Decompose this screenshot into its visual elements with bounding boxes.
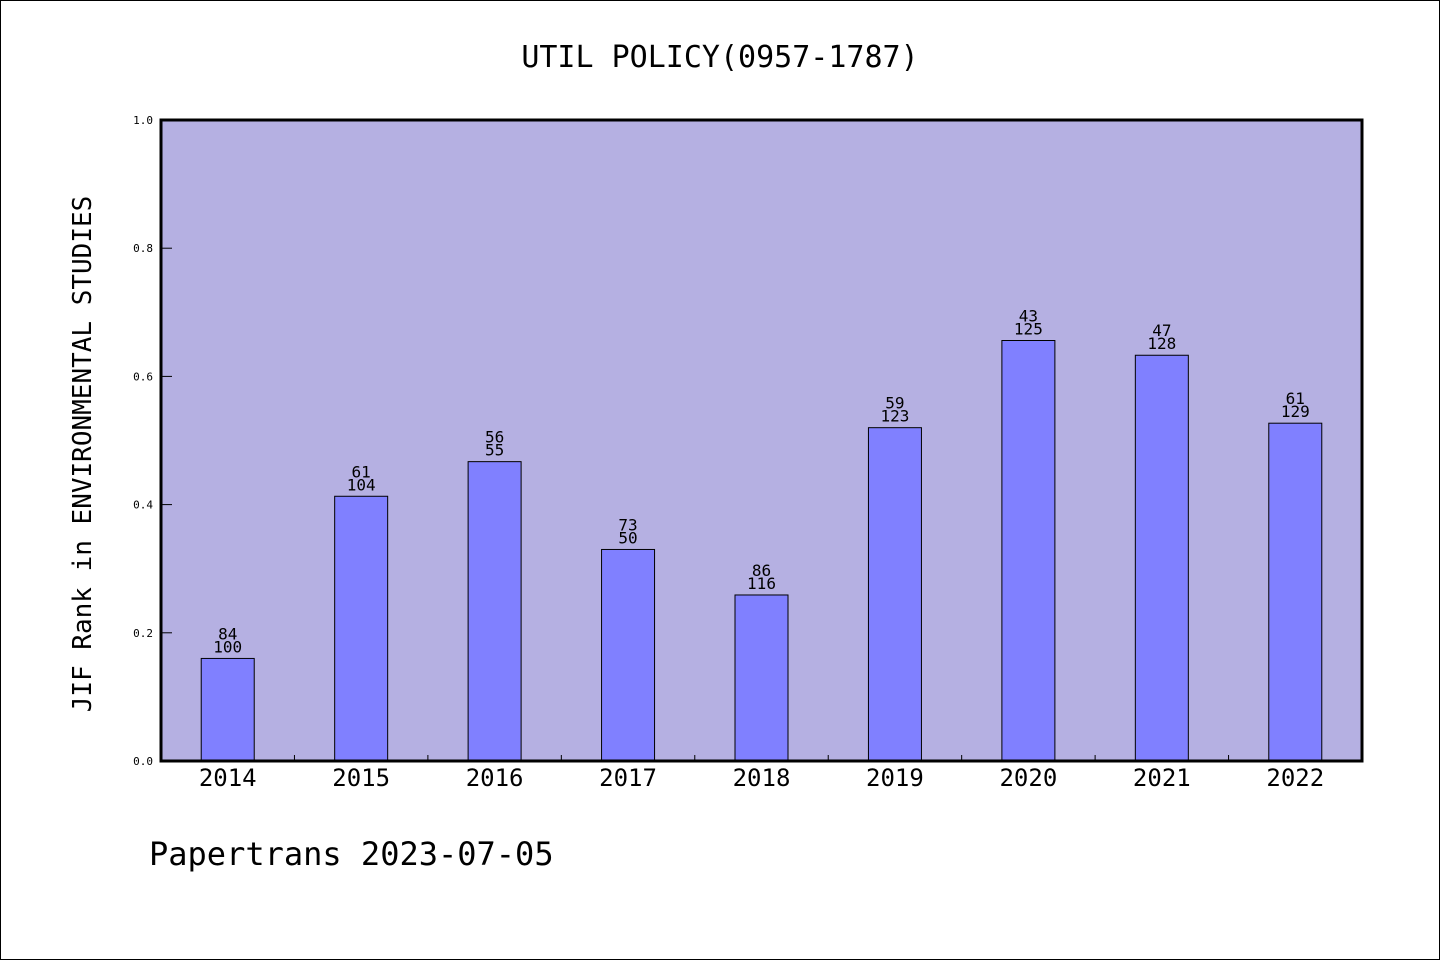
total-label-2016: 55 — [485, 441, 504, 460]
x-tick-label-2016: 2016 — [466, 764, 524, 792]
y-tick-label: 0.2 — [133, 627, 153, 640]
bar-2015 — [334, 495, 389, 762]
chart-title: UTIL POLICY(0957-1787) — [521, 40, 918, 75]
footer-credit: Papertrans 2023-07-05 — [149, 835, 554, 873]
rank-label-2022: 61 — [1286, 389, 1305, 408]
bar-2021 — [1134, 354, 1189, 762]
x-tick-label-2019: 2019 — [866, 764, 924, 792]
y-axis-label: JIF Rank in ENVIRONMENTAL STUDIES — [68, 196, 98, 713]
total-label-2014: 100 — [213, 637, 242, 656]
x-tick-label-2014: 2014 — [199, 764, 257, 792]
bar-2016 — [467, 461, 522, 762]
y-tick-label: 0.0 — [133, 755, 153, 768]
x-tick-label-2022: 2022 — [1266, 764, 1324, 792]
x-axis-labels: 2014 2015 2016 2017 2018 2019 2020 2021 2022 — [199, 764, 1324, 792]
x-tick-label-2017: 2017 — [599, 764, 657, 792]
x-tick-label-2020: 2020 — [999, 764, 1057, 792]
total-label-2022: 129 — [1281, 402, 1310, 421]
rank-label-2019: 59 — [885, 394, 904, 413]
bar-2017 — [601, 548, 656, 762]
total-label-2018: 116 — [747, 574, 776, 593]
rank-label-2018: 86 — [752, 561, 771, 580]
bar-2014 — [200, 657, 255, 762]
rank-label-2014: 84 — [218, 624, 237, 643]
total-label-2019: 123 — [880, 407, 909, 426]
x-tick-label-2021: 2021 — [1133, 764, 1191, 792]
rank-label-2021: 47 — [1152, 321, 1171, 340]
y-tick-label: 0.4 — [133, 499, 153, 512]
rank-label-2016: 56 — [485, 428, 504, 447]
x-tick-label-2018: 2018 — [733, 764, 791, 792]
bar-2019 — [867, 427, 922, 762]
y-tick-label: 0.8 — [133, 242, 153, 255]
bar-2020 — [1001, 340, 1056, 762]
bar-2018 — [734, 594, 789, 762]
bar-2022 — [1268, 422, 1323, 762]
plot-frame — [159, 118, 1364, 763]
y-tick-label: 1.0 — [133, 114, 153, 127]
y-tick-label: 0.6 — [133, 370, 153, 383]
total-label-2021: 128 — [1147, 334, 1176, 353]
total-label-2015: 104 — [347, 475, 376, 494]
total-label-2017: 50 — [618, 528, 637, 547]
rank-label-2020: 43 — [1019, 307, 1038, 326]
rank-label-2015: 61 — [352, 462, 371, 481]
rank-label-2017: 73 — [618, 515, 637, 534]
bars — [200, 340, 1323, 762]
total-label-2020: 125 — [1014, 320, 1043, 339]
x-tick-label-2015: 2015 — [332, 764, 390, 792]
y-axis: 0.0 0.2 0.4 0.6 0.8 1.0 — [133, 114, 1230, 768]
